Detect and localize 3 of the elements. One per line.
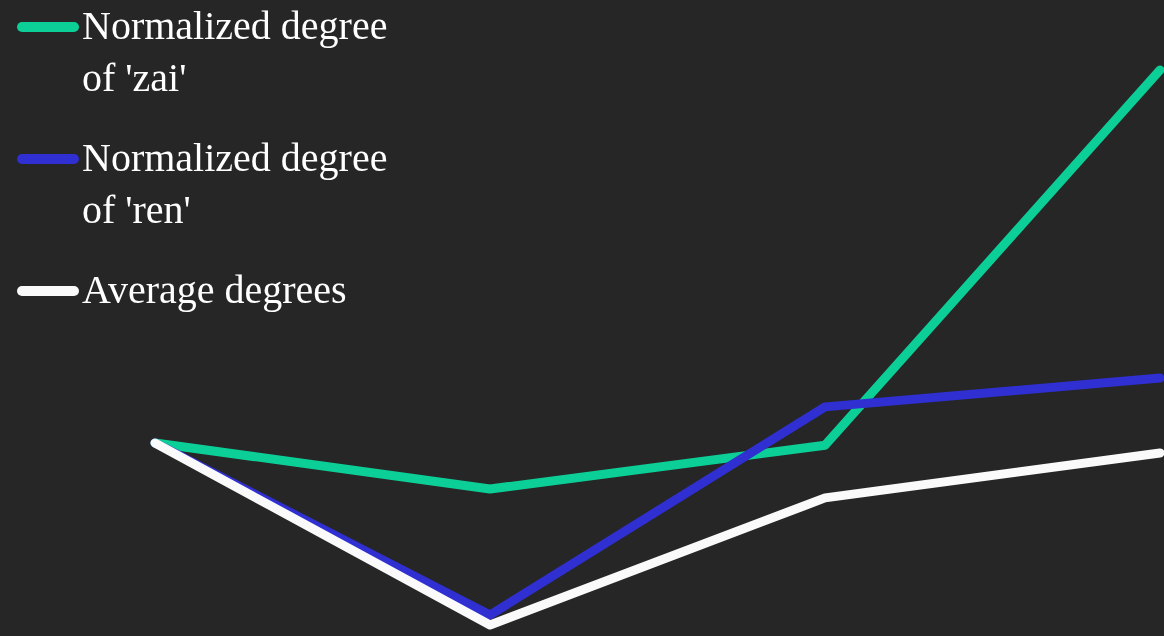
legend-label: Normalized degree of 'ren'	[82, 135, 388, 232]
legend-label: Average degrees	[82, 267, 347, 312]
legend-label: Normalized degree of 'zai'	[82, 3, 388, 100]
